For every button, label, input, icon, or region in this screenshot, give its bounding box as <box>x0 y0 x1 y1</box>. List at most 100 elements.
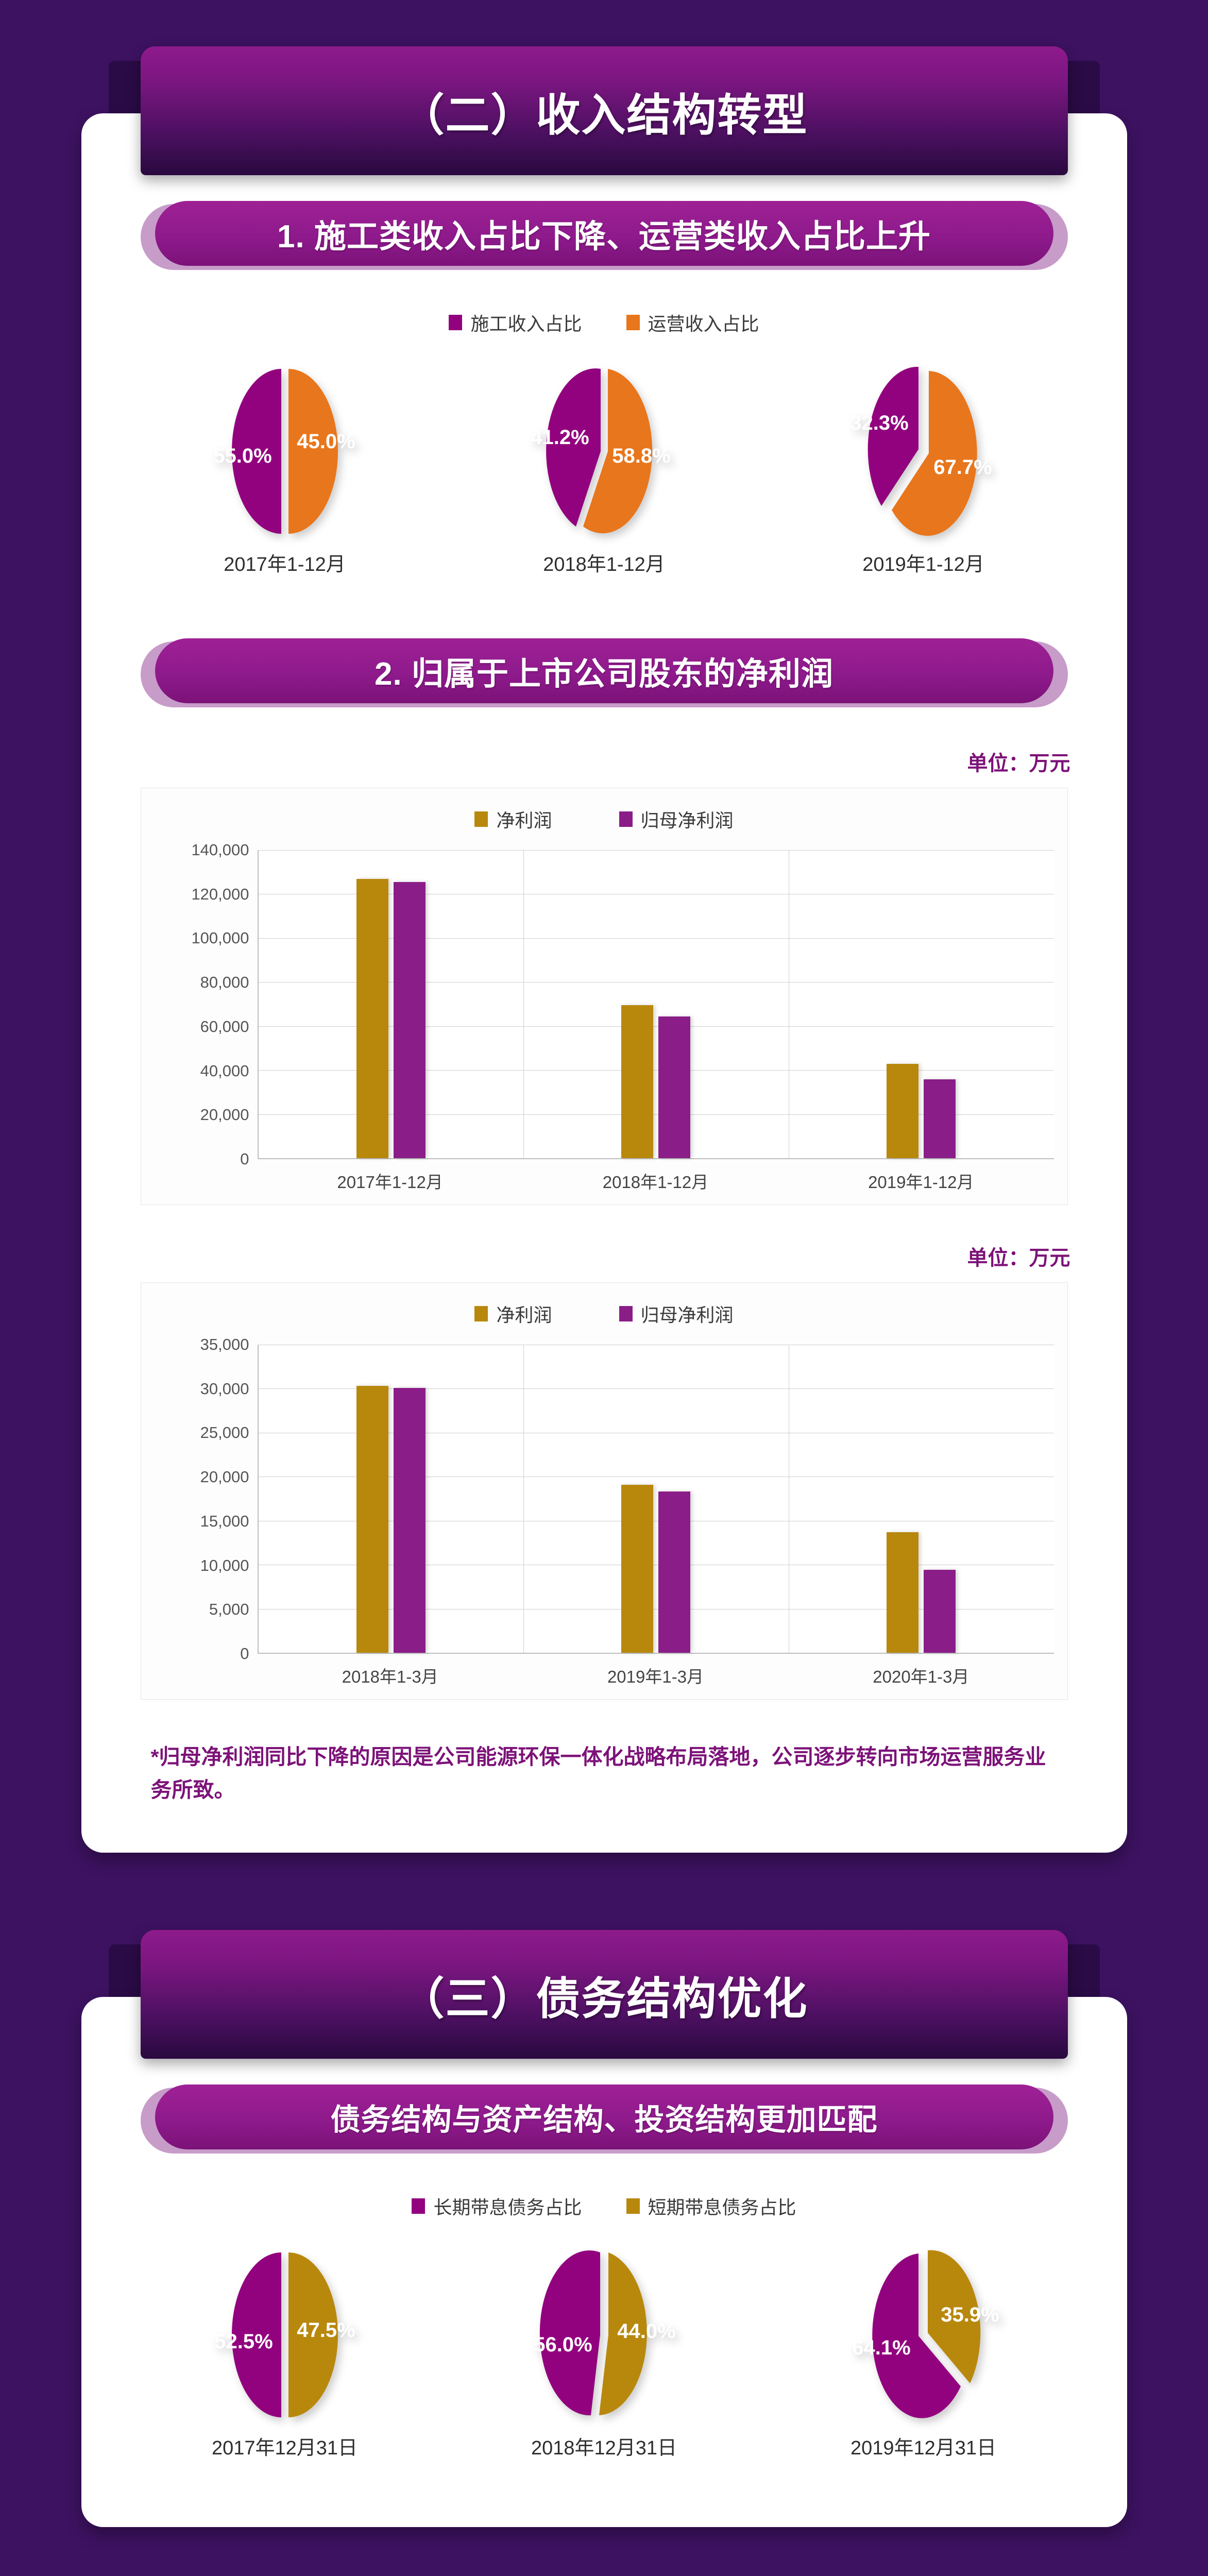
pie-svg: 52.5% 47.5% <box>214 2252 355 2418</box>
legend-item: 长期带息债务占比 <box>412 2193 582 2219</box>
legend-item: 净利润 <box>474 1300 552 1327</box>
svg-text:45.0%: 45.0% <box>297 430 355 453</box>
pie-caption: 2019年1-12月 <box>862 554 984 575</box>
legend-swatch-icon <box>626 2198 640 2214</box>
bar-plot-area-annual: 140,000 120,000 100,000 80,000 60,000 40… <box>155 841 1054 1168</box>
pill-body: 债务结构与资产结构、投资结构更加匹配 <box>155 2084 1053 2150</box>
y-tick: 140,000 <box>191 841 249 859</box>
heading-revenue-mix-label: 1. 施工类收入占比下降、运营类收入占比上升 <box>277 219 931 255</box>
y-tick: 40,000 <box>200 1061 249 1080</box>
section-banner-revenue: （二）收入结构转型 <box>108 46 1100 175</box>
y-tick: 120,000 <box>191 885 249 903</box>
gridline <box>258 1388 1054 1389</box>
banner-body: （二）收入结构转型 <box>140 46 1068 175</box>
legend-label: 净利润 <box>496 810 552 831</box>
bar-net-profit <box>887 1064 919 1158</box>
pill-body: 2. 归属于上市公司股东的净利润 <box>155 638 1053 703</box>
pie-legend-debt: 长期带息债务占比 短期带息债务占比 <box>81 2193 1127 2219</box>
legend-swatch-icon <box>619 811 633 827</box>
svg-text:52.5%: 52.5% <box>214 2330 273 2353</box>
gridline <box>258 850 1054 851</box>
bar-parent-net-profit <box>393 1387 426 1653</box>
y-tick: 20,000 <box>200 1106 249 1124</box>
pie-svg: 32.3% 67.7% <box>850 366 992 536</box>
pie-caption: 2018年1-12月 <box>543 554 665 575</box>
legend-swatch-icon <box>474 811 488 827</box>
x-tick-label: 2020年1-3月 <box>873 1667 969 1686</box>
pie-row-revenue: 55.0% 45.0% 2017年1-12月 41.2% 58.8% 2018年… <box>81 362 1127 577</box>
heading-pill-net-profit: 2. 归属于上市公司股东的净利润 <box>140 638 1068 710</box>
x-axis-annual: 2017年1-12月 2018年1-12月 2019年1-12月 <box>258 1168 1054 1193</box>
x-tick-label: 2018年1-3月 <box>342 1667 438 1686</box>
heading-pill-revenue-mix: 1. 施工类收入占比下降、运营类收入占比上升 <box>140 201 1068 273</box>
gridline <box>258 1114 1054 1115</box>
x-tick-label: 2019年1-12月 <box>868 1173 974 1192</box>
pill-body: 1. 施工类收入占比下降、运营类收入占比上升 <box>155 201 1053 266</box>
section-title-debt: （三）债务结构优化 <box>400 1974 808 2024</box>
y-tick: 80,000 <box>200 973 249 992</box>
svg-text:47.5%: 47.5% <box>297 2319 355 2342</box>
unit-label-q1: 单位：万元 <box>967 1247 1070 1269</box>
footnote-net-profit: *归母净利润同比下降的原因是公司能源环保一体化战略布局落地，公司逐步转向市场运营… <box>150 1745 1046 1802</box>
svg-text:67.7%: 67.7% <box>933 456 992 479</box>
pie-chart-2019-debt: 64.1% 35.9% 2019年12月31日 <box>803 2245 1045 2460</box>
legend-swatch-icon <box>619 1306 633 1321</box>
bar-group <box>523 850 789 1158</box>
legend-item: 短期带息债务占比 <box>626 2193 796 2219</box>
bar-parent-net-profit <box>658 1016 691 1158</box>
gridline <box>258 938 1054 939</box>
bar-net-profit <box>356 1386 388 1653</box>
legend-label: 运营收入占比 <box>648 313 759 334</box>
bar-group <box>789 1345 1054 1653</box>
y-tick: 60,000 <box>200 1017 249 1036</box>
bar-group <box>259 1345 524 1653</box>
pie-svg: 55.0% 45.0% <box>213 369 355 534</box>
bar-chart-annual-net-profit: 净利润 归母净利润 140,000 120,000 100,000 80,000… <box>140 788 1068 1205</box>
svg-text:44.0%: 44.0% <box>617 2320 675 2343</box>
pie-row-debt: 52.5% 47.5% 2017年12月31日 56.0% 44.0% 2018… <box>81 2245 1127 2460</box>
legend-item: 归母净利润 <box>619 806 734 833</box>
debt-card: 债务结构与资产结构、投资结构更加匹配 长期带息债务占比 短期带息债务占比 52.… <box>81 1997 1127 2528</box>
bar-legend-annual: 净利润 归母净利润 <box>155 806 1054 833</box>
bar-parent-net-profit <box>658 1492 691 1653</box>
bar-net-profit <box>887 1532 919 1653</box>
pie-svg: 56.0% 44.0% <box>534 2250 675 2416</box>
svg-text:32.3%: 32.3% <box>850 412 908 434</box>
bar-chart-q1-net-profit: 净利润 归母净利润 35,000 30,000 25,000 20,000 15… <box>140 1282 1068 1700</box>
bar-group <box>259 850 524 1158</box>
bar-parent-net-profit <box>393 882 426 1158</box>
bar-plot-area-q1: 35,000 30,000 25,000 20,000 15,000 10,00… <box>155 1335 1054 1663</box>
legend-label: 短期带息债务占比 <box>648 2197 796 2218</box>
legend-item: 运营收入占比 <box>626 309 759 336</box>
pie-chart-2017-debt: 52.5% 47.5% 2017年12月31日 <box>164 2245 406 2460</box>
bar-legend-q1: 净利润 归母净利润 <box>155 1300 1054 1327</box>
pie-caption: 2019年12月31日 <box>850 2437 997 2460</box>
svg-text:64.1%: 64.1% <box>852 2336 910 2359</box>
y-tick: 0 <box>240 1150 249 1168</box>
x-tick-label: 2019年1-3月 <box>607 1667 704 1686</box>
bar-group <box>789 850 1054 1158</box>
unit-label-annual: 单位：万元 <box>967 752 1070 775</box>
banner-body: （三）债务结构优化 <box>140 1930 1068 2059</box>
gridline-vertical <box>523 1345 524 1653</box>
legend-label: 长期带息债务占比 <box>433 2197 582 2218</box>
legend-item: 净利润 <box>474 806 552 833</box>
y-tick: 10,000 <box>200 1556 249 1574</box>
y-axis-q1: 35,000 30,000 25,000 20,000 15,000 10,00… <box>155 1335 258 1663</box>
legend-label: 施工收入占比 <box>470 313 582 334</box>
y-tick: 15,000 <box>200 1512 249 1530</box>
bar-net-profit <box>621 1005 654 1158</box>
gridline <box>258 1070 1054 1071</box>
svg-text:58.8%: 58.8% <box>612 445 670 467</box>
gridline-vertical <box>523 850 524 1158</box>
y-tick: 20,000 <box>200 1468 249 1486</box>
heading-net-profit-label: 2. 归属于上市公司股东的净利润 <box>375 656 833 692</box>
legend-item: 施工收入占比 <box>449 309 582 336</box>
pie-svg: 41.2% 58.8% <box>531 368 670 534</box>
pie-caption: 2017年12月31日 <box>211 2437 358 2460</box>
gridline <box>258 1026 1054 1027</box>
legend-swatch-icon <box>412 2198 426 2214</box>
svg-text:35.9%: 35.9% <box>941 2303 999 2326</box>
pie-caption: 2018年12月31日 <box>531 2437 677 2460</box>
revenue-card: 1. 施工类收入占比下降、运营类收入占比上升 施工收入占比 运营收入占比 55.… <box>81 113 1127 1853</box>
